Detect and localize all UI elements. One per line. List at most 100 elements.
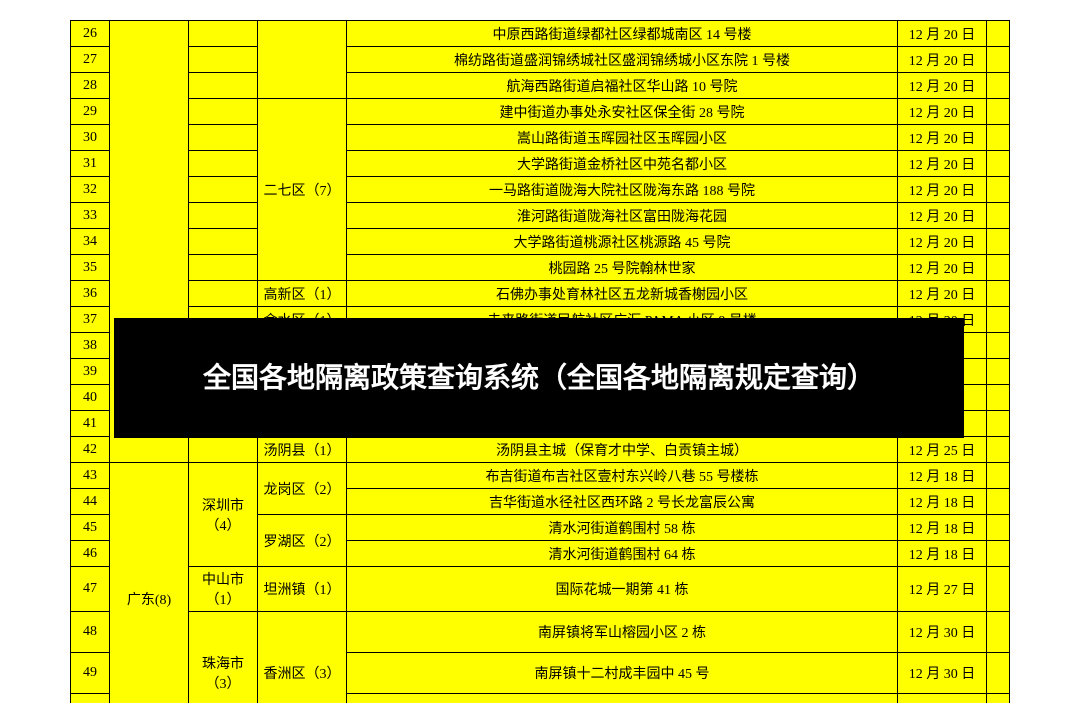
table-row: 32一马路街道陇海大院社区陇海东路 188 号院12 月 20 日 [71, 177, 1010, 203]
page-container: 26中原西路街道绿都社区绿都城南区 14 号楼12 月 20 日27棉纺路街道盛… [0, 0, 1080, 703]
date-cell: 12 月 20 日 [898, 255, 987, 281]
address-cell: 淮河路街道陇海社区富田陇海花园 [347, 203, 898, 229]
row-number: 32 [71, 177, 110, 203]
tail-cell [987, 47, 1010, 73]
row-number: 38 [71, 333, 110, 359]
date-cell: 12 月 20 日 [898, 125, 987, 151]
tail-cell [987, 73, 1010, 99]
address-cell: 南屏镇广生一街 73 号 [347, 694, 898, 703]
district-cell: 龙岗区（2） [258, 463, 347, 515]
city-cell [189, 229, 258, 255]
date-cell: 12 月 30 日 [898, 612, 987, 653]
row-number: 26 [71, 21, 110, 47]
row-number: 44 [71, 489, 110, 515]
tail-cell [987, 541, 1010, 567]
date-cell: 12 月 18 日 [898, 541, 987, 567]
date-cell: 12 月 20 日 [898, 47, 987, 73]
address-cell: 大学路街道金桥社区中苑名都小区 [347, 151, 898, 177]
city-cell [189, 73, 258, 99]
address-cell: 桃园路 25 号院翰林世家 [347, 255, 898, 281]
city-cell [189, 21, 258, 47]
city-cell [189, 255, 258, 281]
city-cell [189, 151, 258, 177]
city-cell [189, 99, 258, 125]
date-cell: 12 月 18 日 [898, 489, 987, 515]
address-cell: 南屏镇十二村成丰园中 45 号 [347, 653, 898, 694]
address-cell: 建中街道办事处永安社区保全街 28 号院 [347, 99, 898, 125]
table-row: 27棉纺路街道盛润锦绣城社区盛润锦绣城小区东院 1 号楼12 月 20 日 [71, 47, 1010, 73]
tail-cell [987, 359, 1010, 385]
date-cell: 12 月 25 日 [898, 437, 987, 463]
date-cell: 12 月 20 日 [898, 281, 987, 307]
row-number: 34 [71, 229, 110, 255]
tail-cell [987, 694, 1010, 703]
table-row: 31 大学路街道金桥社区中苑名都小区12 月 20 日 [71, 151, 1010, 177]
city-cell [189, 437, 258, 463]
address-cell: 国际花城一期第 41 栋 [347, 567, 898, 612]
row-number: 36 [71, 281, 110, 307]
row-number: 46 [71, 541, 110, 567]
tail-cell [987, 255, 1010, 281]
date-cell: 12 月 20 日 [898, 151, 987, 177]
table-row: 30嵩山路街道玉晖园社区玉晖园小区12 月 20 日 [71, 125, 1010, 151]
banner-text: 全国各地隔离政策查询系统（全国各地隔离规定查询） [203, 358, 875, 397]
date-cell: 12 月 18 日 [898, 463, 987, 489]
tail-cell [987, 281, 1010, 307]
tail-cell [987, 385, 1010, 411]
address-cell: 清水河街道鹤围村 64 栋 [347, 541, 898, 567]
tail-cell [987, 151, 1010, 177]
row-number: 33 [71, 203, 110, 229]
row-number: 49 [71, 653, 110, 694]
row-number: 37 [71, 307, 110, 333]
row-number: 47 [71, 567, 110, 612]
table-row: 47中山市（1）坦洲镇（1）国际花城一期第 41 栋12 月 27 日 [71, 567, 1010, 612]
row-number: 40 [71, 385, 110, 411]
district-cell: 罗湖区（2） [258, 515, 347, 567]
district-cell [258, 21, 347, 99]
city-cell [189, 125, 258, 151]
table-row: 29二七区（7）建中街道办事处永安社区保全街 28 号院12 月 20 日 [71, 99, 1010, 125]
city-cell: 中山市（1） [189, 567, 258, 612]
tail-cell [987, 307, 1010, 333]
district-cell: 香洲区（3） [258, 612, 347, 703]
city-cell [189, 47, 258, 73]
district-cell: 汤阴县（1） [258, 437, 347, 463]
date-cell: 12 月 30 日 [898, 694, 987, 703]
tail-cell [987, 125, 1010, 151]
table-row: 34大学路街道桃源社区桃源路 45 号院12 月 20 日 [71, 229, 1010, 255]
city-cell [189, 203, 258, 229]
table-row: 43广东(8)深圳市（4）龙岗区（2）布吉街道布吉社区壹村东兴岭八巷 55 号楼… [71, 463, 1010, 489]
date-cell: 12 月 30 日 [898, 653, 987, 694]
address-cell: 航海西路街道启福社区华山路 10 号院 [347, 73, 898, 99]
tail-cell [987, 203, 1010, 229]
date-cell: 12 月 20 日 [898, 21, 987, 47]
date-cell: 12 月 18 日 [898, 515, 987, 541]
row-number: 31 [71, 151, 110, 177]
date-cell: 12 月 20 日 [898, 203, 987, 229]
row-number: 50 [71, 694, 110, 703]
tail-cell [987, 567, 1010, 612]
tail-cell [987, 411, 1010, 437]
row-number: 30 [71, 125, 110, 151]
address-cell: 中原西路街道绿都社区绿都城南区 14 号楼 [347, 21, 898, 47]
table-row: 26 中原西路街道绿都社区绿都城南区 14 号楼12 月 20 日 [71, 21, 1010, 47]
tail-cell [987, 612, 1010, 653]
date-cell: 12 月 20 日 [898, 73, 987, 99]
tail-cell [987, 177, 1010, 203]
city-cell [189, 281, 258, 307]
address-cell: 一马路街道陇海大院社区陇海东路 188 号院 [347, 177, 898, 203]
table-row: 33 淮河路街道陇海社区富田陇海花园12 月 20 日 [71, 203, 1010, 229]
tail-cell [987, 463, 1010, 489]
table-row: 48珠海市（3）香洲区（3）南屏镇将军山榕园小区 2 栋12 月 30 日 [71, 612, 1010, 653]
row-number: 41 [71, 411, 110, 437]
row-number: 45 [71, 515, 110, 541]
address-cell: 南屏镇将军山榕园小区 2 栋 [347, 612, 898, 653]
tail-cell [987, 437, 1010, 463]
address-cell: 大学路街道桃源社区桃源路 45 号院 [347, 229, 898, 255]
date-cell: 12 月 27 日 [898, 567, 987, 612]
address-cell: 布吉街道布吉社区壹村东兴岭八巷 55 号楼栋 [347, 463, 898, 489]
address-cell: 清水河街道鹤围村 58 栋 [347, 515, 898, 541]
address-cell: 石佛办事处育林社区五龙新城香榭园小区 [347, 281, 898, 307]
date-cell: 12 月 20 日 [898, 99, 987, 125]
row-number: 28 [71, 73, 110, 99]
